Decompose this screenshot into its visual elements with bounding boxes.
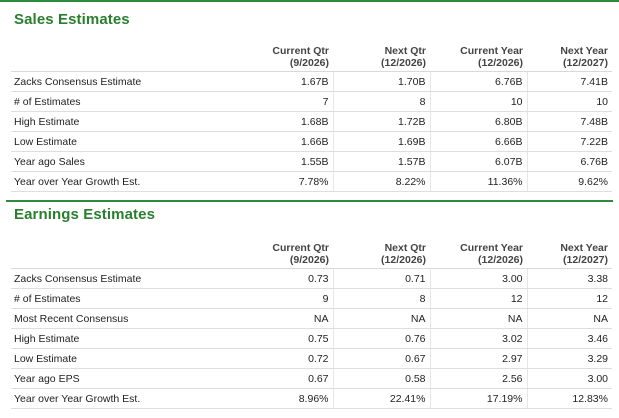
row-label: Low Estimate [11,131,244,152]
cell-value: 6.76B [527,151,612,172]
cell-value: 11.36% [430,171,528,192]
cell-value: 0.75 [244,328,334,349]
table-row: Most Recent Consensus NA NA NA NA [11,308,612,329]
cell-value: 1.72B [333,111,431,132]
cell-value: 6.07B [430,151,528,172]
table-row: Zacks Consensus Estimate 1.67B 1.70B 6.7… [11,71,612,92]
sales-estimates-table: Current Qtr (9/2026) Next Qtr (12/2026) Cu… [11,39,612,192]
table-row: Year ago Sales 1.55B 1.57B 6.07B 6.76B [11,151,612,172]
section-divider [6,200,613,202]
cell-value: 0.76 [333,328,431,349]
cell-value: 12.83% [527,388,612,409]
cell-value: 0.58 [333,368,431,389]
cell-value: 7.22B [527,131,612,152]
table-row: # of Estimates 9 8 12 12 [11,288,612,309]
cell-value: 0.72 [244,348,334,369]
table-row: Low Estimate 1.66B 1.69B 6.66B 7.22B [11,131,612,152]
cell-value: 3.02 [430,328,528,349]
earnings-col-current-qtr: Current Qtr (9/2026) [244,236,333,269]
row-label: High Estimate [11,111,244,132]
sales-col-current-year: Current Year (12/2026) [430,39,527,72]
cell-value: 6.76B [430,71,528,92]
table-row: High Estimate 0.75 0.76 3.02 3.46 [11,328,612,349]
cell-value: 3.46 [527,328,612,349]
table-row: Year over Year Growth Est. 8.96% 22.41% … [11,388,612,409]
row-label: Year over Year Growth Est. [11,171,244,192]
row-label: Low Estimate [11,348,244,369]
cell-value: 6.66B [430,131,528,152]
cell-value: 6.80B [430,111,528,132]
table-row: # of Estimates 7 8 10 10 [11,91,612,112]
row-label: Most Recent Consensus [11,308,244,329]
earnings-header-row: Current Qtr (9/2026) Next Qtr (12/2026) Cu… [11,236,612,269]
cell-value: 0.73 [244,268,334,289]
cell-value: 1.69B [333,131,431,152]
cell-value: 1.68B [244,111,334,132]
earnings-header-blank [11,236,244,269]
sales-header-row: Current Qtr (9/2026) Next Qtr (12/2026) Cu… [11,39,612,72]
top-rule [0,0,619,2]
cell-value: 3.29 [527,348,612,369]
cell-value: 22.41% [333,388,431,409]
row-label: High Estimate [11,328,244,349]
row-label: Year ago EPS [11,368,244,389]
cell-value: 17.19% [430,388,528,409]
cell-value: 8.96% [244,388,334,409]
row-label: Year ago Sales [11,151,244,172]
cell-value: 7.41B [527,71,612,92]
table-row: High Estimate 1.68B 1.72B 6.80B 7.48B [11,111,612,132]
sales-col-current-qtr: Current Qtr (9/2026) [244,39,333,72]
table-row: Year over Year Growth Est. 7.78% 8.22% 1… [11,171,612,192]
table-row: Year ago EPS 0.67 0.58 2.56 3.00 [11,368,612,389]
cell-value: 1.55B [244,151,334,172]
table-row: Zacks Consensus Estimate 0.73 0.71 3.00 … [11,268,612,289]
cell-value: 7.78% [244,171,334,192]
cell-value: 10 [527,91,612,112]
table-row: Low Estimate 0.72 0.67 2.97 3.29 [11,348,612,369]
row-label: Year over Year Growth Est. [11,388,244,409]
cell-value: 10 [430,91,528,112]
cell-value: 8.22% [333,171,431,192]
cell-value: 3.00 [430,268,528,289]
earnings-estimates-title: Earnings Estimates [14,206,156,223]
cell-value: 2.56 [430,368,528,389]
sales-col-next-qtr: Next Qtr (12/2026) [333,39,430,72]
earnings-estimates-table: Current Qtr (9/2026) Next Qtr (12/2026) Cu… [11,236,612,409]
cell-value: 7.48B [527,111,612,132]
cell-value: 9 [244,288,334,309]
cell-value: 8 [333,288,431,309]
cell-value: 2.97 [430,348,528,369]
sales-header-blank [11,39,244,72]
cell-value: 3.00 [527,368,612,389]
cell-value: 3.38 [527,268,612,289]
cell-value: 8 [333,91,431,112]
cell-value: 1.70B [333,71,431,92]
cell-value: 12 [430,288,528,309]
cell-value: 0.67 [333,348,431,369]
row-label: Zacks Consensus Estimate [11,268,244,289]
cell-value: 1.66B [244,131,334,152]
cell-value: 0.67 [244,368,334,389]
earnings-col-next-year: Next Year (12/2027) [527,236,612,269]
row-label: # of Estimates [11,91,244,112]
cell-value: 1.67B [244,71,334,92]
row-label: # of Estimates [11,288,244,309]
cell-value: 9.62% [527,171,612,192]
cell-value: 0.71 [333,268,431,289]
cell-value: NA [244,308,334,329]
sales-col-next-year: Next Year (12/2027) [527,39,612,72]
row-label: Zacks Consensus Estimate [11,71,244,92]
cell-value: 1.57B [333,151,431,172]
cell-value: NA [527,308,612,329]
cell-value: 12 [527,288,612,309]
earnings-col-next-qtr: Next Qtr (12/2026) [333,236,430,269]
cell-value: NA [430,308,528,329]
sales-estimates-title: Sales Estimates [14,11,130,28]
earnings-col-current-year: Current Year (12/2026) [430,236,527,269]
cell-value: 7 [244,91,334,112]
cell-value: NA [333,308,431,329]
